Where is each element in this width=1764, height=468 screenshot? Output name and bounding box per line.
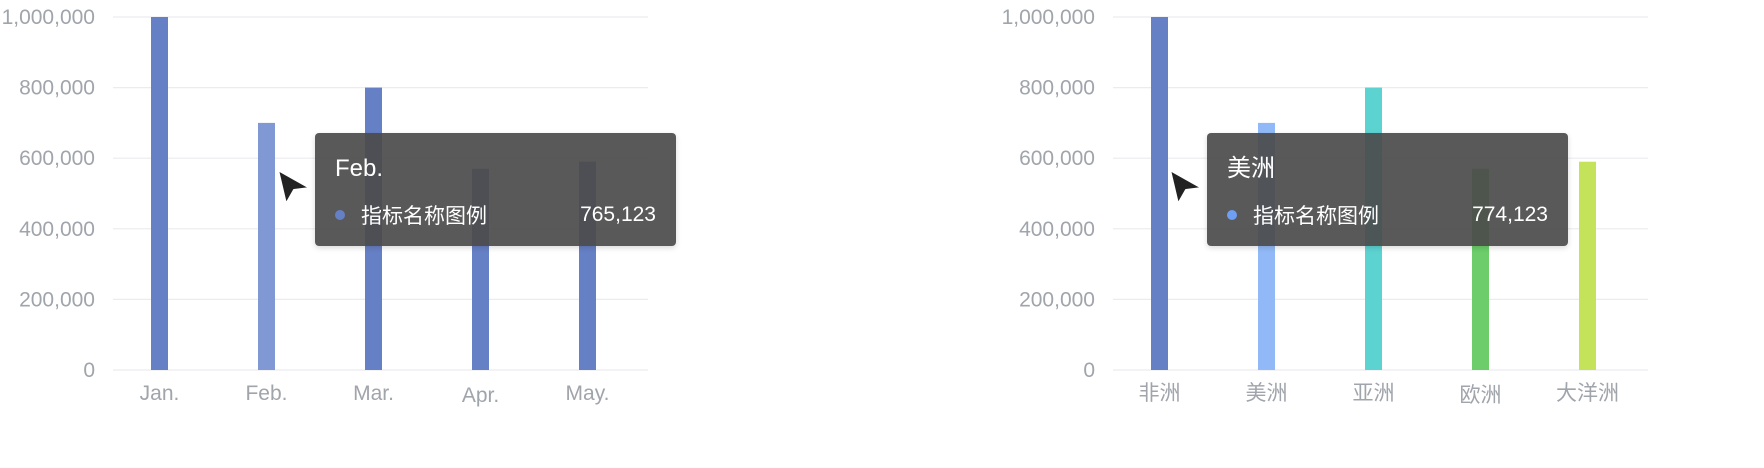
bar: [1151, 17, 1168, 370]
y-tick-label: 600,000: [1019, 147, 1095, 170]
bar-chart-continents: 0 200,000 400,000 600,000 800,000 1,000,000 非洲…: [1000, 0, 1764, 468]
x-tick-label: Feb.: [245, 382, 287, 405]
legend-dot-icon: [1227, 210, 1237, 220]
y-tick-label: 400,000: [19, 218, 95, 241]
y-tick-label: 0: [83, 359, 95, 382]
tooltip-series-label: 指标名称图例: [361, 205, 487, 228]
x-tick-label: Jan.: [140, 382, 180, 405]
y-tick-label: 1,000,000: [1002, 6, 1095, 29]
tooltip-value: 765,123: [580, 203, 656, 226]
x-tick-label: Apr.: [462, 384, 499, 407]
tooltip-value: 774,123: [1472, 203, 1548, 226]
y-tick-label: 800,000: [1019, 77, 1095, 100]
y-tick-label: 400,000: [1019, 218, 1095, 241]
x-tick-label: 大洋洲: [1556, 382, 1619, 405]
x-tick-label: May.: [566, 382, 610, 405]
y-tick-label: 200,000: [1019, 288, 1095, 311]
bar: [258, 122, 275, 371]
y-tick-label: 0: [1083, 359, 1095, 382]
x-tick-label: Mar.: [353, 382, 394, 405]
tooltip-row: 指标名称图例 765,123: [335, 202, 656, 228]
bar: [1579, 161, 1596, 370]
tooltip: 美洲 指标名称图例 774,123: [1207, 133, 1568, 246]
tooltip-series-label: 指标名称图例: [1253, 205, 1379, 228]
tooltip-title: 美洲: [1227, 155, 1275, 182]
y-tick-label: 600,000: [19, 147, 95, 170]
y-tick-label: 200,000: [19, 288, 95, 311]
x-tick-label: 美洲: [1246, 382, 1288, 405]
mouse-pointer-icon: [1169, 169, 1203, 205]
x-tick-label: 欧洲: [1460, 384, 1502, 407]
x-tick-label: 非洲: [1139, 382, 1181, 405]
y-tick-label: 1,000,000: [2, 6, 95, 29]
legend-dot-icon: [335, 210, 345, 220]
mouse-pointer-icon: [277, 169, 311, 205]
x-tick-label: 亚洲: [1353, 382, 1395, 405]
y-tick-label: 800,000: [19, 77, 95, 100]
bar: [151, 17, 168, 370]
tooltip-row: 指标名称图例 774,123: [1227, 202, 1548, 228]
bar-chart-months: 0 200,000 400,000 600,000 800,000 1,000,000 Ja…: [0, 0, 850, 468]
tooltip: Feb. 指标名称图例 765,123: [315, 133, 676, 246]
tooltip-title: Feb.: [335, 155, 384, 182]
